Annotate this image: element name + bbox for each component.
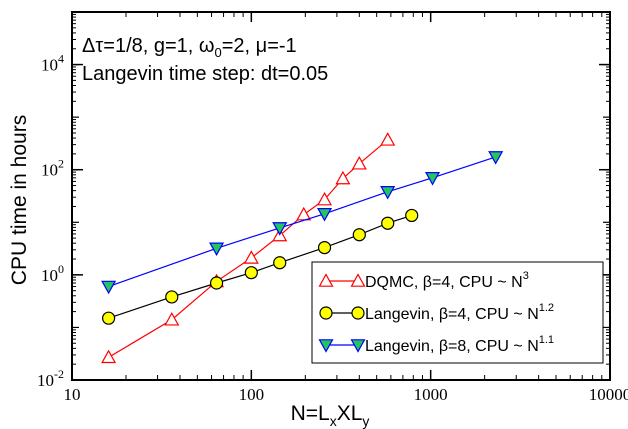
data-point (317, 208, 333, 222)
x-tick-label: 100 (239, 385, 265, 404)
data-point (164, 312, 180, 326)
legend-item: Langevin, β=8, CPU ~ N1.1 (318, 334, 554, 355)
legend-items: DQMC, β=4, CPU ~ N3 Langevin, β=4, CPU ~ … (318, 270, 554, 355)
data-point (243, 250, 259, 264)
legend-label: Langevin, β=8, CPU ~ N1.1 (365, 334, 554, 355)
x-tick-label: 10000 (589, 385, 628, 404)
y-tick-label: 10-2 (37, 367, 64, 390)
data-point (209, 242, 225, 257)
axis-ticks: 10 100 1000 10000 10-2 100 102 104 (37, 12, 628, 404)
series-3 (101, 151, 504, 295)
data-point (352, 228, 366, 242)
data-point (405, 208, 419, 223)
legend-marker (350, 339, 366, 353)
plot-frame (71, 11, 611, 381)
x-tick-label: 1000 (414, 385, 448, 404)
legend-item: Langevin, β=4, CPU ~ N1.2 (319, 302, 554, 323)
legend-label: DQMC, β=4, CPU ~ N3 (365, 270, 529, 291)
data-point (272, 222, 288, 236)
legend: DQMC, β=4, CPU ~ N3 Langevin, β=4, CPU ~ … (311, 261, 604, 364)
data-point (209, 276, 224, 290)
x-axis-label: N=LxXLy (291, 402, 370, 429)
data-point (102, 311, 116, 325)
legend-label: Langevin, β=4, CPU ~ N1.2 (365, 302, 554, 323)
x-tick-label: 10 (64, 385, 81, 404)
data-point (424, 172, 441, 186)
annotation-langevin-step: Langevin time step: dt=0.05 (82, 63, 328, 85)
data-point (244, 266, 258, 280)
data-point (335, 170, 351, 185)
data-point (296, 206, 312, 221)
data-point (317, 191, 333, 206)
legend-marker (318, 339, 334, 353)
data-point (351, 155, 367, 170)
data-point (101, 349, 117, 364)
legend-marker (351, 306, 365, 320)
data-point (380, 132, 396, 146)
data-point (380, 186, 396, 200)
series-2 (102, 208, 419, 325)
data-point (317, 240, 332, 255)
y-tick-label: 102 (41, 157, 64, 180)
y-tick-label: 104 (41, 52, 64, 75)
data-point (165, 290, 179, 304)
plot-axes (71, 11, 611, 381)
data-point (101, 280, 117, 295)
series-line (108, 139, 389, 358)
legend-marker (318, 273, 334, 287)
data-series (101, 132, 504, 364)
legend-marker (319, 306, 333, 320)
legend-marker (350, 273, 366, 287)
legend-item: DQMC, β=4, CPU ~ N3 (318, 270, 529, 291)
y-axis-label: CPU time in hours (8, 115, 31, 285)
y-tick-label: 100 (41, 262, 64, 285)
annotation-params: Δτ=1/8, g=1, ω0=2, μ=-1 (82, 35, 297, 60)
data-point (488, 151, 504, 165)
data-point (273, 256, 287, 270)
data-point (381, 216, 395, 230)
